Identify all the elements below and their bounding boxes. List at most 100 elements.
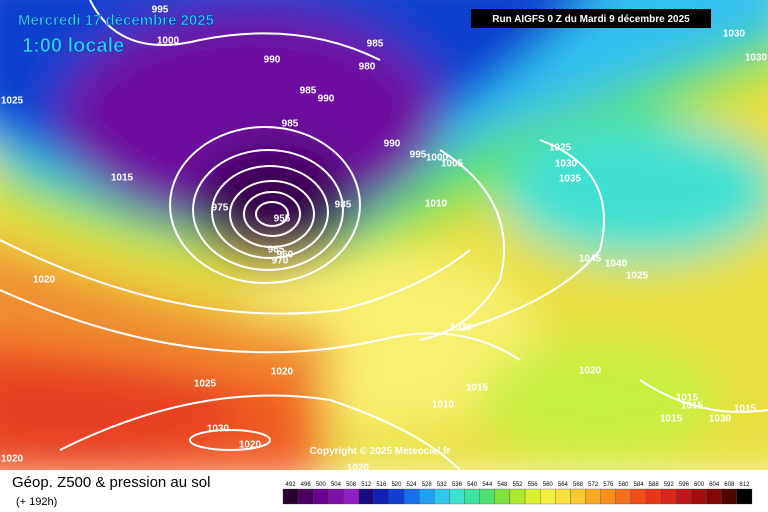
- scale-label: 560: [543, 482, 554, 488]
- isobar-label: 985: [282, 119, 299, 130]
- isobar-label: 1010: [425, 199, 448, 210]
- field: [0, 0, 768, 480]
- isobar-label: 1015: [676, 393, 699, 404]
- scale-label: 500: [316, 482, 327, 488]
- scale-label: 492: [286, 482, 297, 488]
- isobar-label: 990: [384, 139, 401, 150]
- isobar-label: 1025: [626, 271, 649, 282]
- isobar-label: 1020: [271, 367, 294, 378]
- scale-label: 588: [649, 482, 660, 488]
- isobar-label: 990: [264, 55, 281, 66]
- isobar-label: 1010: [432, 400, 455, 411]
- isobar-label: 1020: [1, 454, 24, 465]
- color-scale: 492 496 500 504 508 512 516 520 524 528 532 536 540 5…: [282, 482, 753, 505]
- isobar-label: 985: [335, 200, 352, 211]
- isobar-label: 980: [359, 62, 376, 73]
- scale-swatch: [645, 488, 662, 505]
- scale-swatch: [403, 488, 420, 505]
- scale-swatch: [676, 488, 692, 505]
- isobar-label: 1030: [709, 414, 732, 425]
- isobar-label: 1025: [1, 96, 24, 107]
- isobar-lines: [0, 0, 768, 470]
- scale-swatch: [691, 488, 707, 505]
- scale-label: 592: [664, 482, 675, 488]
- scale-label: 568: [573, 482, 584, 488]
- scale-label: 608: [724, 482, 735, 488]
- isobar-label: 990: [318, 94, 335, 105]
- isobar-label: 1000: [157, 36, 180, 47]
- isobar-label: 1020: [33, 275, 56, 286]
- scale-label: 604: [709, 482, 720, 488]
- scale-label: 580: [618, 482, 629, 488]
- scale-swatch: [615, 488, 632, 505]
- scale-swatch: [373, 488, 390, 505]
- scale-label: 596: [679, 482, 690, 488]
- scale-label: 496: [301, 482, 312, 488]
- scale-swatch: [524, 488, 541, 505]
- isobar-label: 965: [268, 245, 285, 256]
- scale-swatch: [555, 488, 571, 505]
- scale-label: 520: [391, 482, 402, 488]
- scale-swatch: [585, 488, 601, 505]
- run: Run AIGFS 0 Z du Mardi 9 décembre 2025: [492, 14, 690, 25]
- scale-label: 512: [361, 482, 372, 488]
- scale-label: 552: [512, 482, 523, 488]
- scale-swatch: [313, 488, 329, 505]
- scale-swatch: [706, 488, 722, 505]
- scale-swatch: [509, 488, 526, 505]
- scale-swatch: [464, 488, 480, 505]
- scale-label: 572: [588, 482, 599, 488]
- isobar-label: 1015: [660, 414, 683, 425]
- scale-label: 564: [558, 482, 569, 488]
- scale-label: 524: [407, 482, 418, 488]
- scale-label: 576: [603, 482, 614, 488]
- isobar-label: 995: [152, 5, 169, 16]
- scale-swatch: [419, 488, 435, 505]
- scale-label: 508: [346, 482, 357, 488]
- isobar-label: 955: [274, 214, 291, 225]
- scale-swatch: [343, 488, 359, 505]
- scale-swatch: [388, 488, 405, 505]
- isobar-label: 1025: [549, 143, 572, 154]
- scale-swatch: [449, 488, 465, 505]
- scale-swatch: [434, 488, 450, 505]
- scale-label: 536: [452, 482, 463, 488]
- scale-label: 548: [497, 482, 508, 488]
- scale-swatch: [661, 488, 677, 505]
- scale-swatch: [570, 488, 586, 505]
- scale-label: 504: [331, 482, 342, 488]
- isobar-label: 1020: [579, 366, 602, 377]
- isobar-label: 985: [367, 39, 384, 50]
- scale-label: 544: [482, 482, 493, 488]
- scale-swatch: [736, 488, 753, 505]
- time: 1:00 locale: [22, 35, 124, 57]
- isobar-label: 1000: [426, 153, 449, 164]
- isobar-label: 1030: [450, 323, 473, 334]
- copyright: Copyright © 2025 Meteociel.fr: [310, 446, 451, 457]
- scale-label: 532: [437, 482, 448, 488]
- isobar-label: 1030: [723, 29, 746, 40]
- scale-label: 528: [422, 482, 433, 488]
- isobar-label: 985: [300, 86, 317, 97]
- isobar-label: 1005: [441, 159, 464, 170]
- isobar-label: 1025: [194, 379, 217, 390]
- scale-label: 556: [528, 482, 539, 488]
- date: Mercredi 17 décembre 2025: [18, 12, 214, 29]
- isobar-label: 1035: [559, 174, 582, 185]
- isobar-label: 1015: [734, 404, 757, 415]
- isobar-label: 1020: [239, 440, 262, 451]
- scale-label: 600: [694, 482, 705, 488]
- isobar-label: 1015: [681, 401, 704, 412]
- scale-swatch: [494, 488, 511, 505]
- scale-swatch: [282, 488, 299, 505]
- scale-label: 612: [739, 482, 750, 488]
- lead-time: (+ 192h): [16, 496, 57, 508]
- isobar-label: 960: [277, 250, 294, 261]
- isobar-label: 975: [212, 203, 229, 214]
- isobar-label: 970: [272, 256, 289, 267]
- run-box: [471, 9, 711, 28]
- scale-swatch: [358, 488, 374, 505]
- scale-swatch: [630, 488, 647, 505]
